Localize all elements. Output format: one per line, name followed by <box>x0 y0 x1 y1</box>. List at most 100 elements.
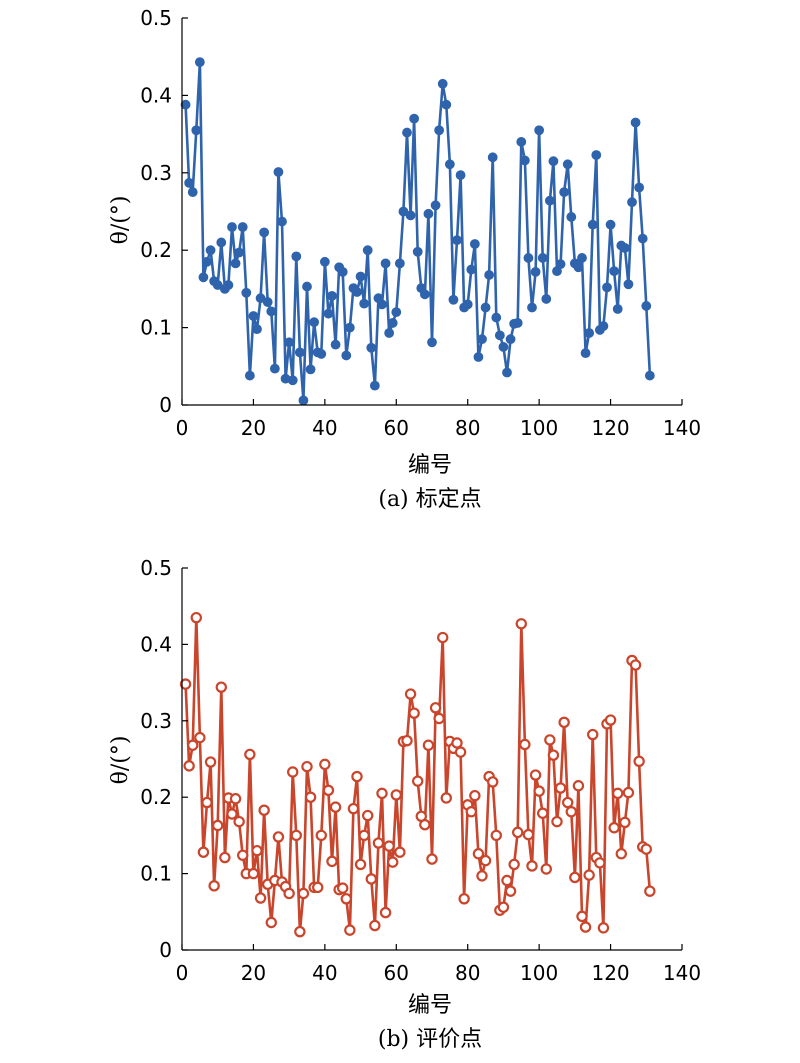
data-point <box>637 233 648 244</box>
x-tick-label: 120 <box>591 961 629 985</box>
data-point <box>422 739 435 751</box>
data-point <box>533 785 545 797</box>
x-tick-label: 80 <box>455 416 480 440</box>
data-point <box>358 829 370 842</box>
data-point <box>641 301 652 311</box>
data-point <box>630 117 641 128</box>
data-point <box>534 125 545 136</box>
data-point <box>619 242 630 253</box>
data-point <box>352 287 362 297</box>
data-point <box>312 881 324 894</box>
x-tick-label: 0 <box>176 961 189 985</box>
data-point <box>272 831 285 843</box>
data-point <box>259 227 270 238</box>
x-tick-label: 60 <box>384 961 409 985</box>
data-point <box>505 334 516 345</box>
data-point <box>316 349 327 359</box>
data-point <box>187 187 198 198</box>
data-point <box>412 775 424 787</box>
data-point <box>526 860 538 872</box>
data-point <box>551 815 563 828</box>
data-point <box>419 289 430 300</box>
data-point <box>537 807 549 819</box>
data-point <box>212 819 224 832</box>
data-point <box>251 844 263 857</box>
data-point <box>351 770 363 783</box>
data-point <box>201 796 213 809</box>
data-point <box>412 246 423 257</box>
x-tick-label: 20 <box>241 416 266 440</box>
data-point <box>283 887 295 900</box>
data-point <box>273 167 284 177</box>
data-point <box>376 787 388 800</box>
data-point <box>315 829 327 842</box>
y-tick-label: 0.2 <box>140 785 172 809</box>
data-point <box>512 826 524 839</box>
data-point <box>454 746 467 758</box>
data-point <box>627 197 637 208</box>
y-tick-label: 0 <box>159 393 172 417</box>
data-point <box>541 294 552 304</box>
data-point <box>576 910 588 923</box>
data-point <box>254 892 267 904</box>
data-point <box>580 348 591 359</box>
data-point <box>329 801 342 813</box>
data-point <box>504 885 517 897</box>
data-point <box>326 855 338 868</box>
x-tick-label: 120 <box>591 416 629 440</box>
data-point <box>579 921 592 933</box>
data-point <box>198 272 209 283</box>
y-tick-label: 0.5 <box>140 556 172 580</box>
data-point <box>498 342 509 352</box>
data-point <box>294 925 306 938</box>
data-point <box>290 829 302 842</box>
data-point <box>444 159 455 170</box>
data-point <box>497 901 510 913</box>
axes-calibration: 0 0.1 0.2 0.3 0.4 0.5 0 20 40 60 80 100 120 140 <box>140 6 701 440</box>
data-point <box>519 738 531 751</box>
series-line-evaluation <box>179 611 656 938</box>
data-point <box>465 806 477 818</box>
data-point <box>430 200 441 211</box>
data-point <box>301 760 313 773</box>
data-point <box>469 789 481 802</box>
data-point <box>330 339 341 350</box>
data-point <box>291 251 302 262</box>
data-point <box>469 239 480 249</box>
data-point <box>347 802 360 815</box>
data-point <box>602 282 612 293</box>
data-point <box>226 808 238 820</box>
data-point <box>426 853 438 865</box>
data-point <box>544 734 556 746</box>
data-point <box>644 370 655 381</box>
data-point <box>594 857 606 869</box>
data-point <box>537 253 548 263</box>
data-point <box>304 791 317 803</box>
data-point <box>437 78 448 89</box>
data-point <box>323 308 334 319</box>
data-point <box>319 256 330 267</box>
data-point <box>577 253 587 263</box>
x-tick-label: 140 <box>663 961 701 985</box>
data-point <box>202 256 212 267</box>
data-point <box>309 317 320 328</box>
series-line-calibration <box>180 57 655 406</box>
data-point <box>241 287 252 298</box>
data-point <box>508 858 520 871</box>
x-axis-label: 编号 <box>408 453 452 478</box>
y-tick-label: 0 <box>159 938 172 962</box>
data-point <box>305 364 316 375</box>
data-point <box>180 99 191 110</box>
y-tick-label: 0.5 <box>140 6 172 30</box>
data-point <box>387 318 398 328</box>
data-point <box>401 734 413 747</box>
data-point <box>394 258 405 269</box>
data-point <box>362 245 373 256</box>
data-point <box>384 328 395 338</box>
data-point <box>523 253 534 263</box>
data-point <box>622 786 635 799</box>
data-point <box>265 916 277 929</box>
panel-caption-evaluation: (b) 评价点 <box>378 1027 482 1052</box>
data-point <box>644 885 656 897</box>
data-point <box>383 840 395 852</box>
